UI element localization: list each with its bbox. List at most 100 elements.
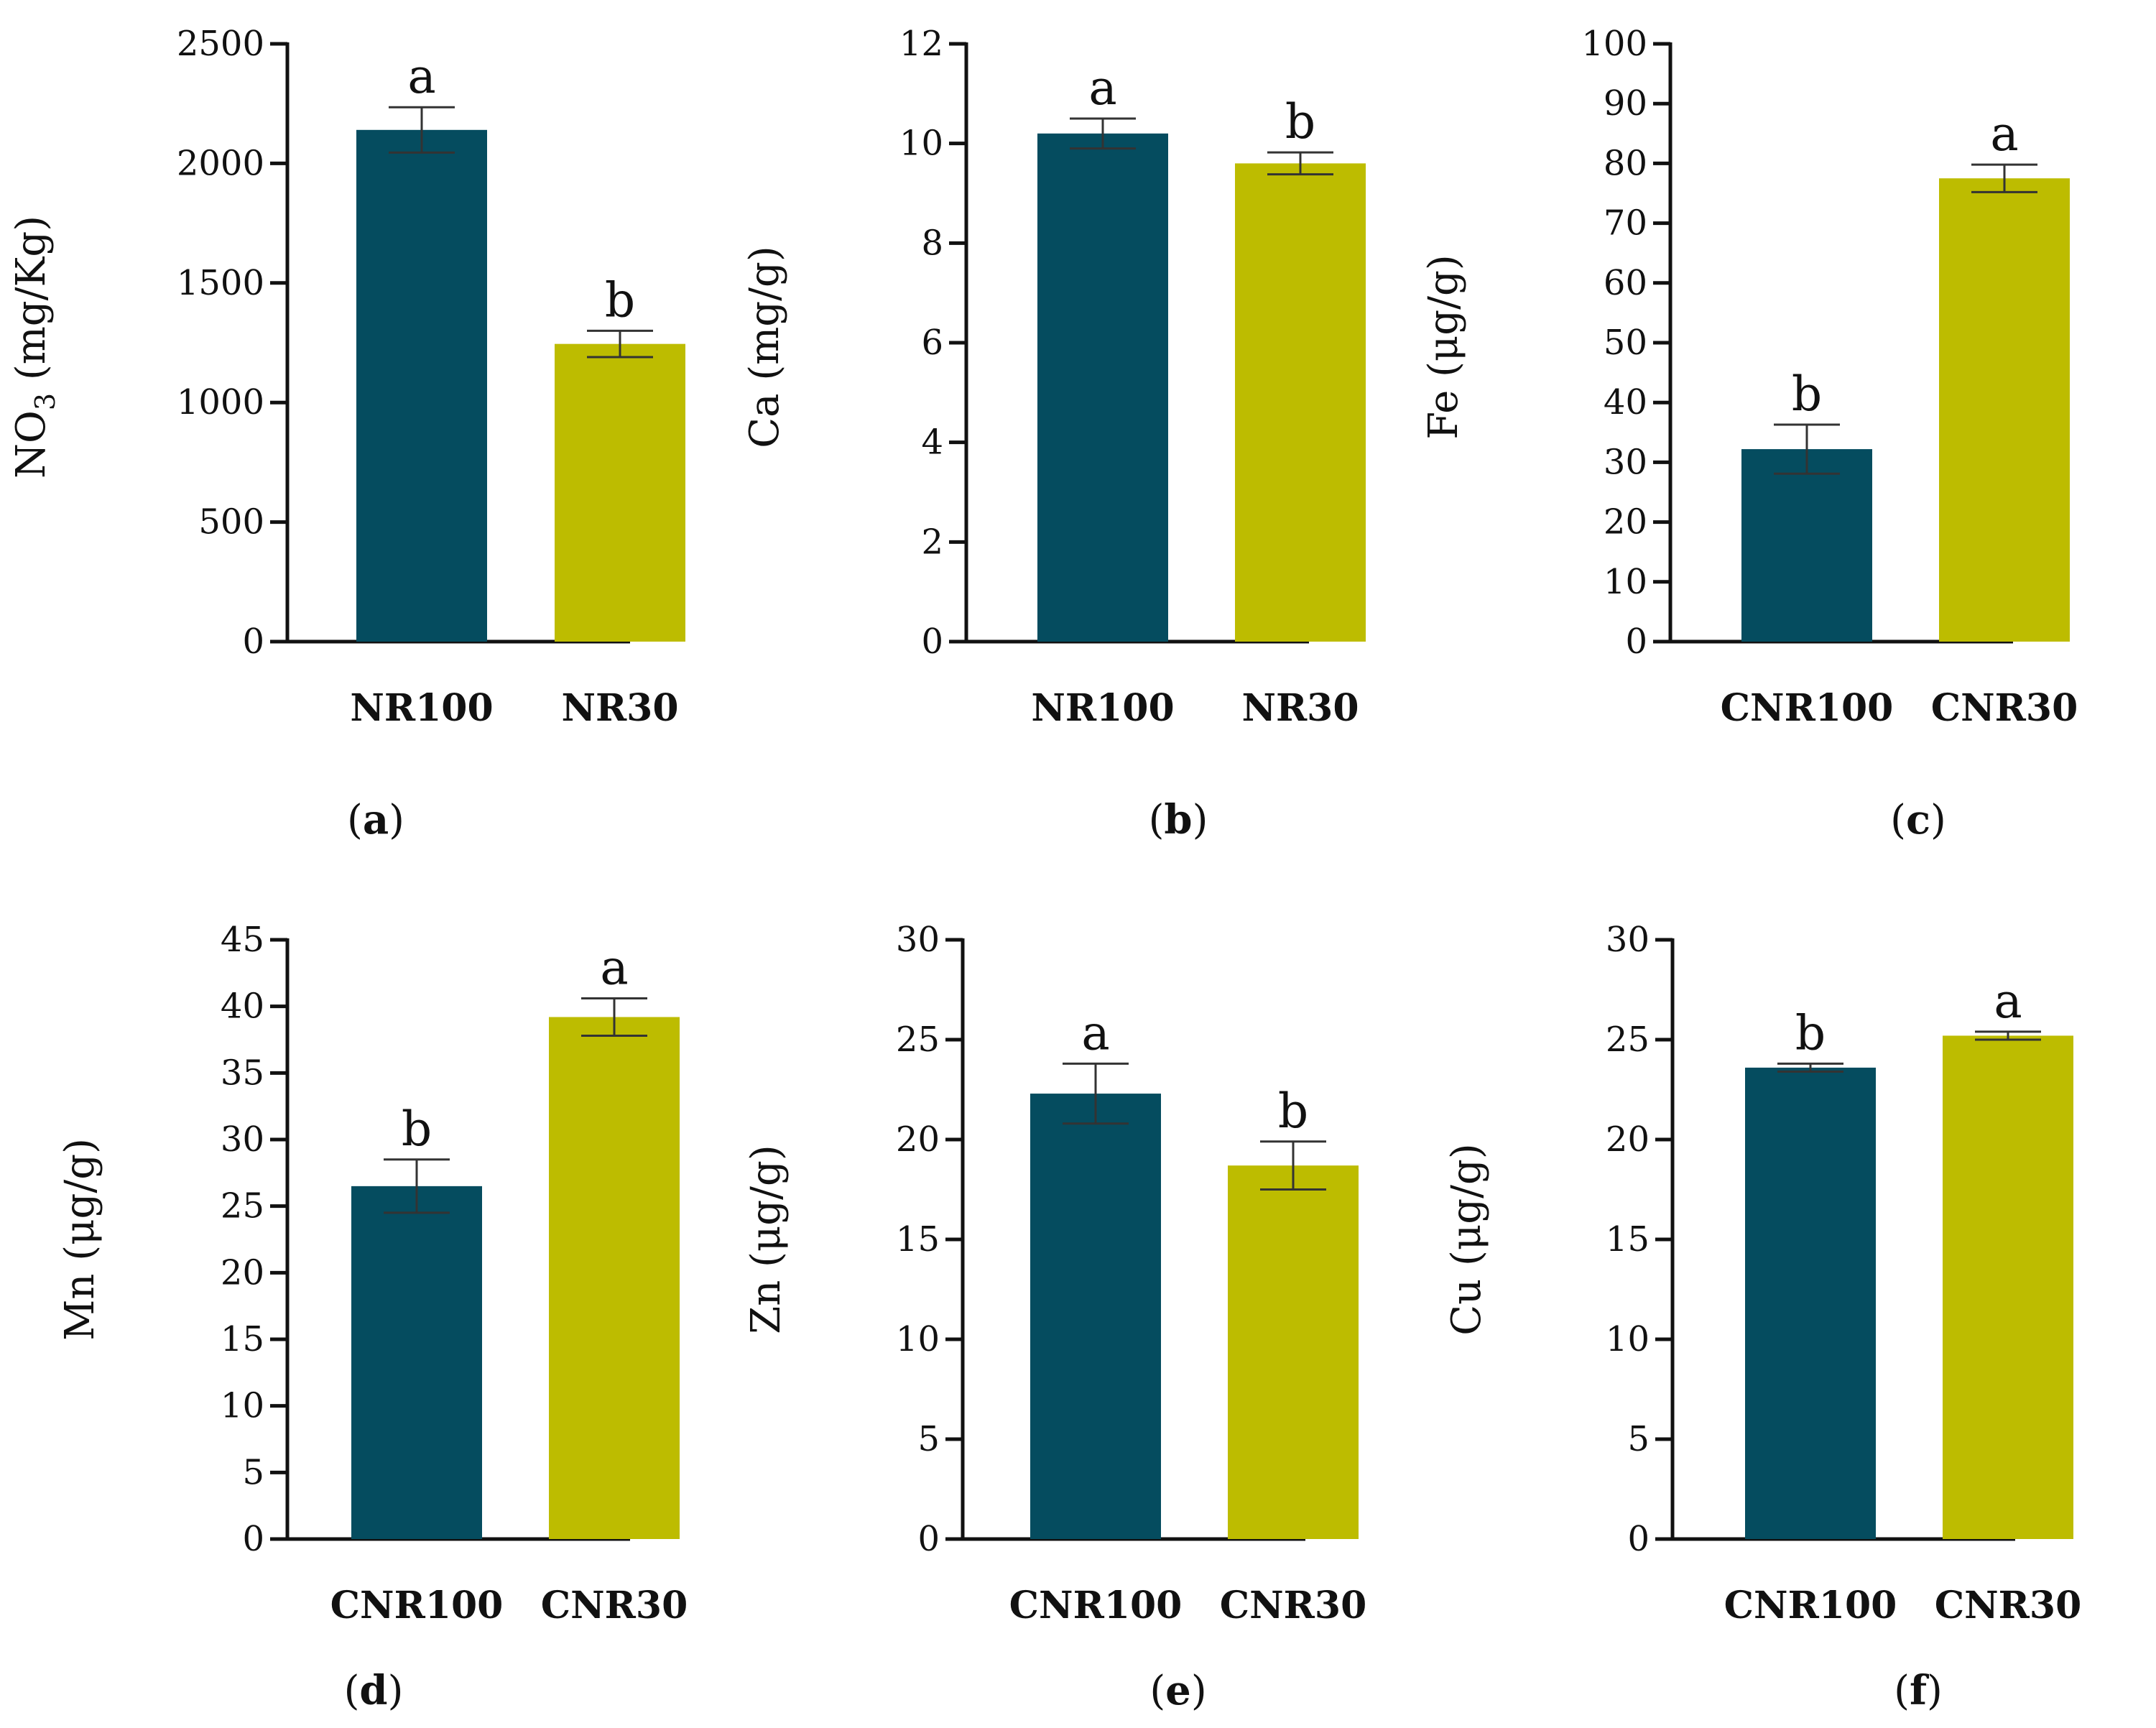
category-label: CNR30 (1220, 1584, 1367, 1627)
panel-a: 0 500 1000 1500 2000 2500 a NR100 b NR30 NO3 (mg/K… (8, 24, 685, 844)
significance-letter: b (1278, 1084, 1308, 1139)
y-axis-label: Zn (μg/g) (743, 1145, 790, 1334)
panel-label-letter: d (359, 1667, 387, 1714)
y-tick-label: 25 (221, 1186, 264, 1226)
y-tick-label: 2 (921, 522, 943, 562)
bar-cnr30 (1228, 1165, 1359, 1539)
y-tick-label: 25 (1606, 1020, 1650, 1060)
y-tick-label: 6 (921, 323, 943, 363)
y-axis-label-main: Mn (μg/g) (57, 1138, 103, 1341)
y-tick-label: 0 (1627, 1519, 1650, 1559)
bar-nr100 (1037, 133, 1168, 642)
y-tick-label: 1000 (177, 382, 264, 422)
panel-label-close: ) (1927, 1668, 1943, 1714)
panel-label-close: ) (1191, 1668, 1207, 1714)
y-tick-label: 20 (221, 1252, 264, 1293)
error-bar (581, 997, 647, 1037)
y-tick-label: 0 (242, 622, 264, 662)
significance-letter: b (1792, 366, 1822, 422)
significance-letter: a (1088, 60, 1116, 116)
panel-label-letter: b (1164, 796, 1192, 844)
panel-label-letter: e (1165, 1667, 1191, 1714)
panel-label-open: ( (344, 1668, 360, 1714)
y-tick-label: 40 (221, 987, 264, 1027)
panel-f: 0 5 10 15 20 25 30 b CNR100 a CNR30 Cu (μg/g) (f) (1443, 920, 2081, 1714)
y-tick-label: 10 (1604, 562, 1647, 602)
category-label: CNR100 (330, 1584, 504, 1627)
y-tick-label: 5 (917, 1419, 940, 1459)
bar-cnr30 (1943, 1035, 2073, 1539)
y-axis-label: NO3 (mg/Kg) (8, 216, 61, 479)
error-bar (587, 329, 653, 359)
y-axis-label-unit: (mg/Kg) (8, 216, 55, 393)
y-tick-label: 15 (896, 1219, 940, 1260)
error-bar (1267, 151, 1333, 176)
y-tick-label: 8 (921, 223, 943, 263)
y-tick-label: 90 (1604, 83, 1647, 124)
y-axis-label: Cu (μg/g) (1443, 1143, 1490, 1335)
category-label: CNR30 (1931, 686, 2078, 730)
error-bar (1774, 423, 1840, 475)
error-bar (1971, 163, 2037, 193)
y-tick-label: 10 (221, 1386, 264, 1426)
y-tick-label: 100 (1581, 24, 1647, 64)
panel-label: (e) (1149, 1667, 1206, 1714)
y-tick-label: 2500 (177, 24, 264, 64)
y-tick-label: 2000 (177, 143, 264, 183)
error-bar (1063, 1062, 1129, 1125)
significance-letter: a (1081, 1005, 1109, 1061)
significance-letter: b (402, 1101, 432, 1157)
panel-d: 0 5 10 15 20 25 30 35 40 45 b CNR100 a CNR30 Mn (μg/g)… (57, 920, 688, 1714)
bar-cnr100 (1741, 449, 1872, 642)
category-label: NR30 (561, 686, 678, 730)
y-tick-label: 500 (198, 502, 264, 542)
category-label: NR30 (1241, 686, 1359, 730)
category-label: CNR100 (1724, 1584, 1897, 1627)
bar-nr30 (1235, 163, 1366, 642)
category-label: NR100 (350, 686, 493, 730)
significance-letter: a (1990, 106, 2018, 162)
y-tick-label: 30 (221, 1119, 264, 1160)
y-tick-label: 12 (899, 24, 943, 64)
bar-cnr100 (1745, 1067, 1876, 1539)
panel-label-letter: f (1910, 1667, 1930, 1714)
y-tick-label: 15 (1606, 1219, 1650, 1260)
y-tick-label: 0 (917, 1519, 940, 1559)
panel-label-open: ( (347, 797, 363, 844)
panel-label-close: ) (389, 797, 404, 844)
bar-nr100 (356, 129, 487, 642)
panel-label: (a) (347, 796, 404, 844)
y-tick-label: 20 (1606, 1119, 1650, 1160)
y-tick-label: 15 (221, 1319, 264, 1359)
y-tick-label: 20 (1604, 502, 1647, 542)
panel-e: 0 5 10 15 20 25 30 a CNR100 b CNR30 Zn (μg/g) (e) (743, 920, 1366, 1714)
category-label: CNR30 (541, 1584, 688, 1627)
y-axis-label-main: Zn (μg/g) (743, 1145, 790, 1334)
panel-label-open: ( (1149, 797, 1165, 844)
y-tick-label: 40 (1604, 382, 1647, 422)
error-bar (384, 1158, 450, 1214)
y-axis-label: Mn (μg/g) (57, 1138, 103, 1341)
panel-c: 0 10 20 30 40 50 60 70 80 90 100 b CNR100 a CNR30 Fe (μ… (1420, 24, 2078, 844)
category-label: CNR30 (1935, 1584, 2082, 1627)
y-axis-label-main: Fe (μg/g) (1420, 254, 1467, 439)
y-tick-label: 1500 (177, 263, 264, 303)
bar-cnr30 (549, 1017, 680, 1539)
significance-letter: a (1994, 974, 2022, 1029)
error-bar (389, 106, 455, 154)
significance-letter: a (407, 49, 435, 104)
significance-letter: a (600, 941, 628, 996)
error-bar (1070, 117, 1136, 150)
y-tick-label: 10 (899, 124, 943, 164)
error-bar (1777, 1062, 1843, 1073)
error-bar (1260, 1140, 1326, 1191)
y-tick-label: 0 (242, 1519, 264, 1559)
panel-label-open: ( (1894, 1668, 1910, 1714)
panel-label-letter: c (1906, 796, 1930, 844)
y-tick-label: 45 (221, 920, 264, 960)
y-axis-label-main: Ca (mg/g) (741, 246, 788, 448)
panel-label-open: ( (1890, 797, 1906, 844)
y-tick-label: 70 (1604, 203, 1647, 244)
